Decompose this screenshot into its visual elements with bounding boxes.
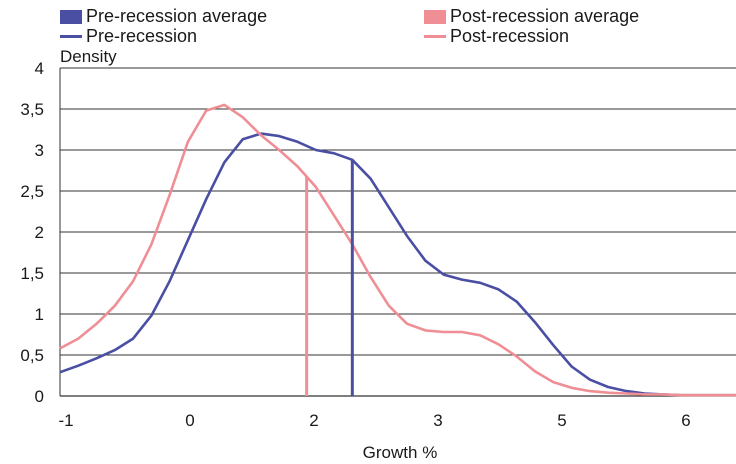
legend-label-pre-average: Pre-recession average [86, 6, 268, 26]
y-tick-label: 0,5 [20, 346, 44, 365]
x-axis-title: Growth % [363, 443, 438, 462]
x-tick-label: 5 [557, 411, 566, 430]
y-tick-label: 0 [35, 387, 44, 406]
y-tick-label: 4 [35, 59, 44, 78]
x-tick-label: 0 [185, 411, 194, 430]
legend-swatch-post-average [424, 9, 446, 24]
x-tick-label: -1 [58, 411, 73, 430]
legend-swatch-pre [60, 35, 82, 38]
y-tick-label: 3,5 [20, 100, 44, 119]
y-tick-label: 1,5 [20, 264, 44, 283]
legend-pre: Pre-recession [60, 26, 197, 47]
y-tick-label: 1 [35, 305, 44, 324]
y-tick-label: 3 [35, 141, 44, 160]
legend-pre-average: Pre-recession average [60, 6, 267, 27]
y-tick-label: 2,5 [20, 182, 44, 201]
y-axis-title: Density [60, 47, 117, 66]
legend-label-pre: Pre-recession [86, 26, 198, 46]
legend-label-post-average: Post-recession average [450, 6, 640, 26]
y-tick-label: 2 [35, 223, 44, 242]
post-recession-line [59, 103, 736, 397]
legend-post: Post-recession [424, 26, 569, 47]
legend-swatch-post [424, 35, 446, 38]
x-tick-label: 2 [309, 411, 318, 430]
x-tick-label: 3 [433, 411, 442, 430]
legend-swatch-pre-average [60, 9, 82, 24]
x-tick-label: 6 [681, 411, 690, 430]
pre-recession-line [59, 132, 736, 397]
legend-label-post: Post-recession [450, 26, 570, 46]
legend-post-average: Post-recession average [424, 6, 639, 27]
